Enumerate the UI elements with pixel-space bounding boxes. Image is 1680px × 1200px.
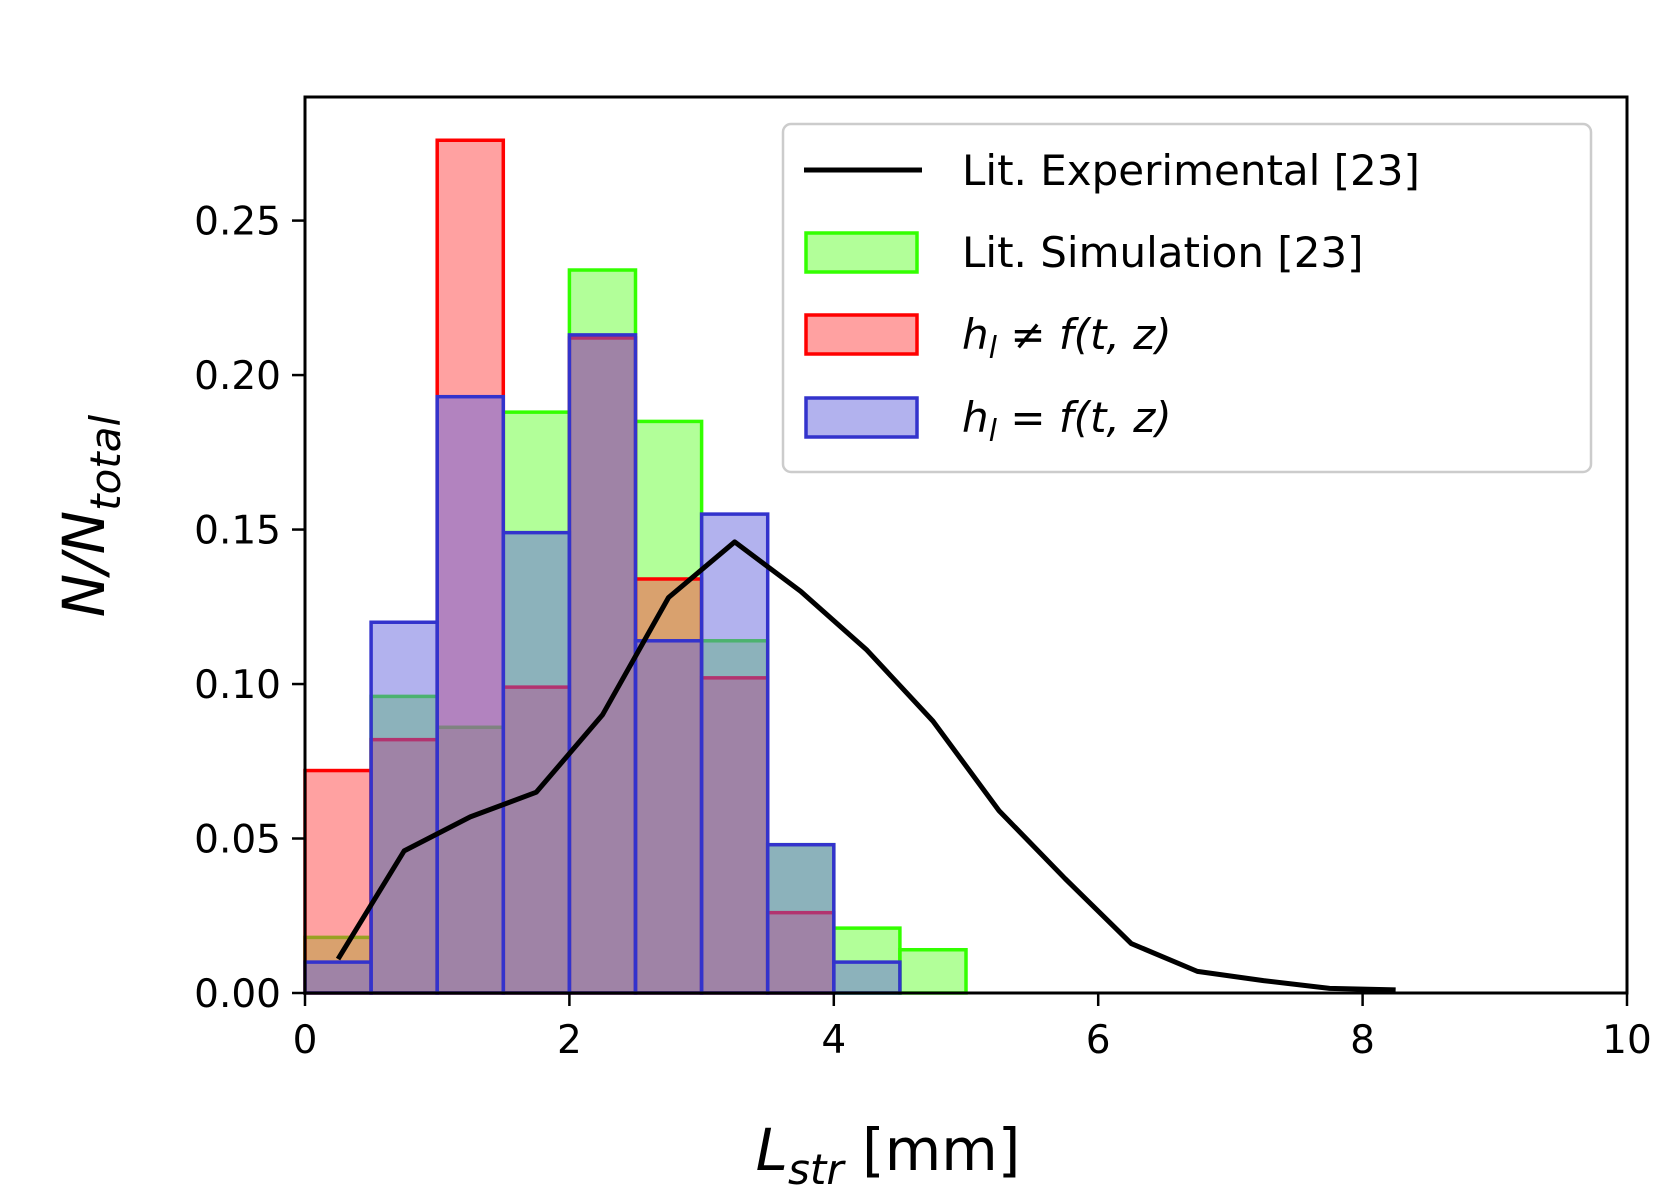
- bar-h-function-2: [435, 394, 506, 995]
- x-tick-label: 0: [293, 1018, 318, 1063]
- x-tick-label: 8: [1350, 1018, 1375, 1063]
- legend-swatch-h-not-function: [804, 313, 919, 356]
- bar-simulation-9: [898, 947, 968, 995]
- x-tick-label: 10: [1602, 1018, 1652, 1063]
- legend-label-simulation: Lit. Simulation [23]: [962, 228, 1364, 277]
- bar-h-function-0: [303, 960, 373, 995]
- legend-label-experimental: Lit. Experimental [23]: [962, 146, 1420, 195]
- x-tick-label: 4: [821, 1018, 846, 1063]
- y-axis-title: N/Ntotal: [50, 414, 130, 617]
- bar-h-function-1: [369, 620, 439, 995]
- y-tick-label: 0.20: [194, 354, 281, 399]
- x-axis-title: Lstr [mm]: [756, 1116, 1021, 1194]
- bar-h-function-8: [832, 960, 902, 995]
- y-tick-label: 0.15: [194, 509, 281, 554]
- bar-h-function-5: [633, 639, 704, 995]
- legend-label-h-not-function: hl ≠ f(t, z): [962, 310, 1172, 366]
- y-tick-label: 0.00: [194, 972, 281, 1017]
- legend-box: [781, 122, 1593, 474]
- y-tick-label: 0.05: [194, 818, 281, 863]
- y-tick-label: 0.25: [194, 200, 281, 245]
- plot-frame: [303, 95, 1629, 995]
- axis-ticks: 0 2 4 6 8 10 0.00 0.05 0.10 0.15 0.20 0.25: [194, 200, 1652, 1063]
- x-tick-label: 2: [557, 1018, 582, 1063]
- bar-h-function-4: [567, 333, 638, 995]
- bar-h-function-7: [765, 842, 836, 995]
- y-tick-label: 0.10: [194, 663, 281, 708]
- bar-h-function-6: [699, 512, 770, 995]
- x-tick-label: 6: [1086, 1018, 1111, 1063]
- legend-swatch-simulation: [804, 231, 919, 274]
- histogram-bars: [303, 138, 968, 995]
- legend-label-h-function: hl = f(t, z): [962, 393, 1172, 449]
- bar-h-not-function-0: [303, 768, 373, 995]
- experimental-line-layer: [335, 539, 1396, 993]
- legend-swatch-h-function: [804, 396, 919, 439]
- line-experimental: [335, 539, 1396, 993]
- legend: Lit. Experimental [23] Lit. Simulation […: [781, 122, 1593, 474]
